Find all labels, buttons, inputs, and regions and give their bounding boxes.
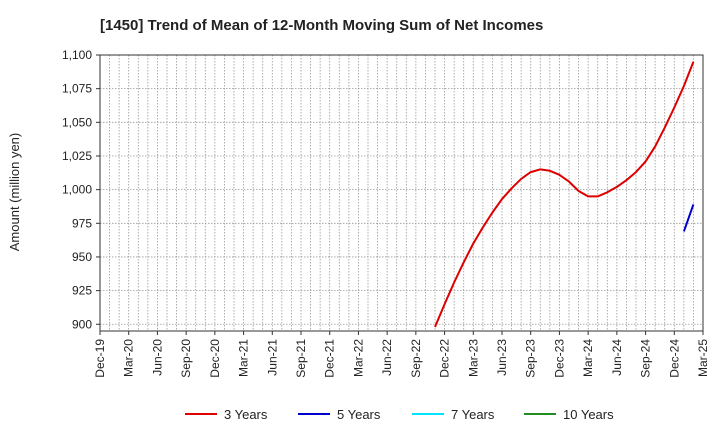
series-line-5-years (682, 204, 695, 232)
x-tick-label: Mar-25 (696, 339, 710, 377)
x-tick-label: Dec-24 (667, 339, 681, 378)
legend-label: 10 Years (563, 407, 614, 422)
x-tick-label: Sep-24 (639, 339, 653, 378)
x-tick-label: Mar-23 (466, 339, 480, 377)
y-axis-label: Amount (million yen) (7, 133, 22, 252)
plot-frame (99, 54, 704, 332)
x-ticks: Dec-19 Mar-20 Jun-20 Sep-20 Dec-20 Mar-21 Jun-… (93, 331, 710, 378)
y-tick-label: 950 (72, 250, 92, 264)
y-tick-label: 975 (72, 216, 92, 230)
x-tick-label: Jun-20 (150, 339, 164, 376)
x-tick-label: Dec-20 (208, 339, 222, 378)
x-tick-label: Dec-22 (438, 339, 452, 378)
x-tick-label: Dec-21 (323, 339, 337, 378)
series-lines (434, 61, 695, 328)
x-tick-label: Mar-20 (122, 339, 136, 377)
y-tick-label: 1,075 (62, 82, 92, 96)
y-tick-label: 1,050 (62, 115, 92, 129)
y-tick-label: 925 (72, 284, 92, 298)
x-tick-label: Dec-19 (93, 339, 107, 378)
y-tick-label: 900 (72, 317, 92, 331)
legend-label: 5 Years (337, 407, 381, 422)
x-tick-label: Sep-20 (179, 339, 193, 378)
y-tick-label: 1,000 (62, 183, 92, 197)
x-tick-label: Mar-24 (581, 339, 595, 377)
x-tick-label: Mar-22 (351, 339, 365, 377)
grid (100, 54, 703, 331)
legend: 3 Years 5 Years 7 Years 10 Years (185, 407, 614, 422)
y-tick-label: 1,100 (62, 48, 92, 62)
legend-label: 7 Years (451, 407, 495, 422)
x-tick-label: Mar-21 (237, 339, 251, 377)
chart-title: [1450] Trend of Mean of 12-Month Moving … (100, 17, 543, 34)
x-tick-label: Dec-23 (552, 339, 566, 378)
y-tick-label: 1,025 (62, 149, 92, 163)
x-tick-label: Sep-23 (524, 339, 538, 378)
y-ticks: 900 925 950 975 1,000 1,025 1,050 1,075 1,100 (62, 48, 100, 331)
x-tick-label: Jun-22 (380, 339, 394, 376)
legend-label: 3 Years (224, 407, 268, 422)
x-tick-label: Jun-23 (495, 339, 509, 376)
x-tick-label: Jun-21 (265, 339, 279, 376)
x-tick-label: Sep-22 (409, 339, 423, 378)
series-line-3-years (434, 61, 695, 328)
x-tick-label: Jun-24 (610, 339, 624, 376)
x-tick-label: Sep-21 (294, 339, 308, 378)
